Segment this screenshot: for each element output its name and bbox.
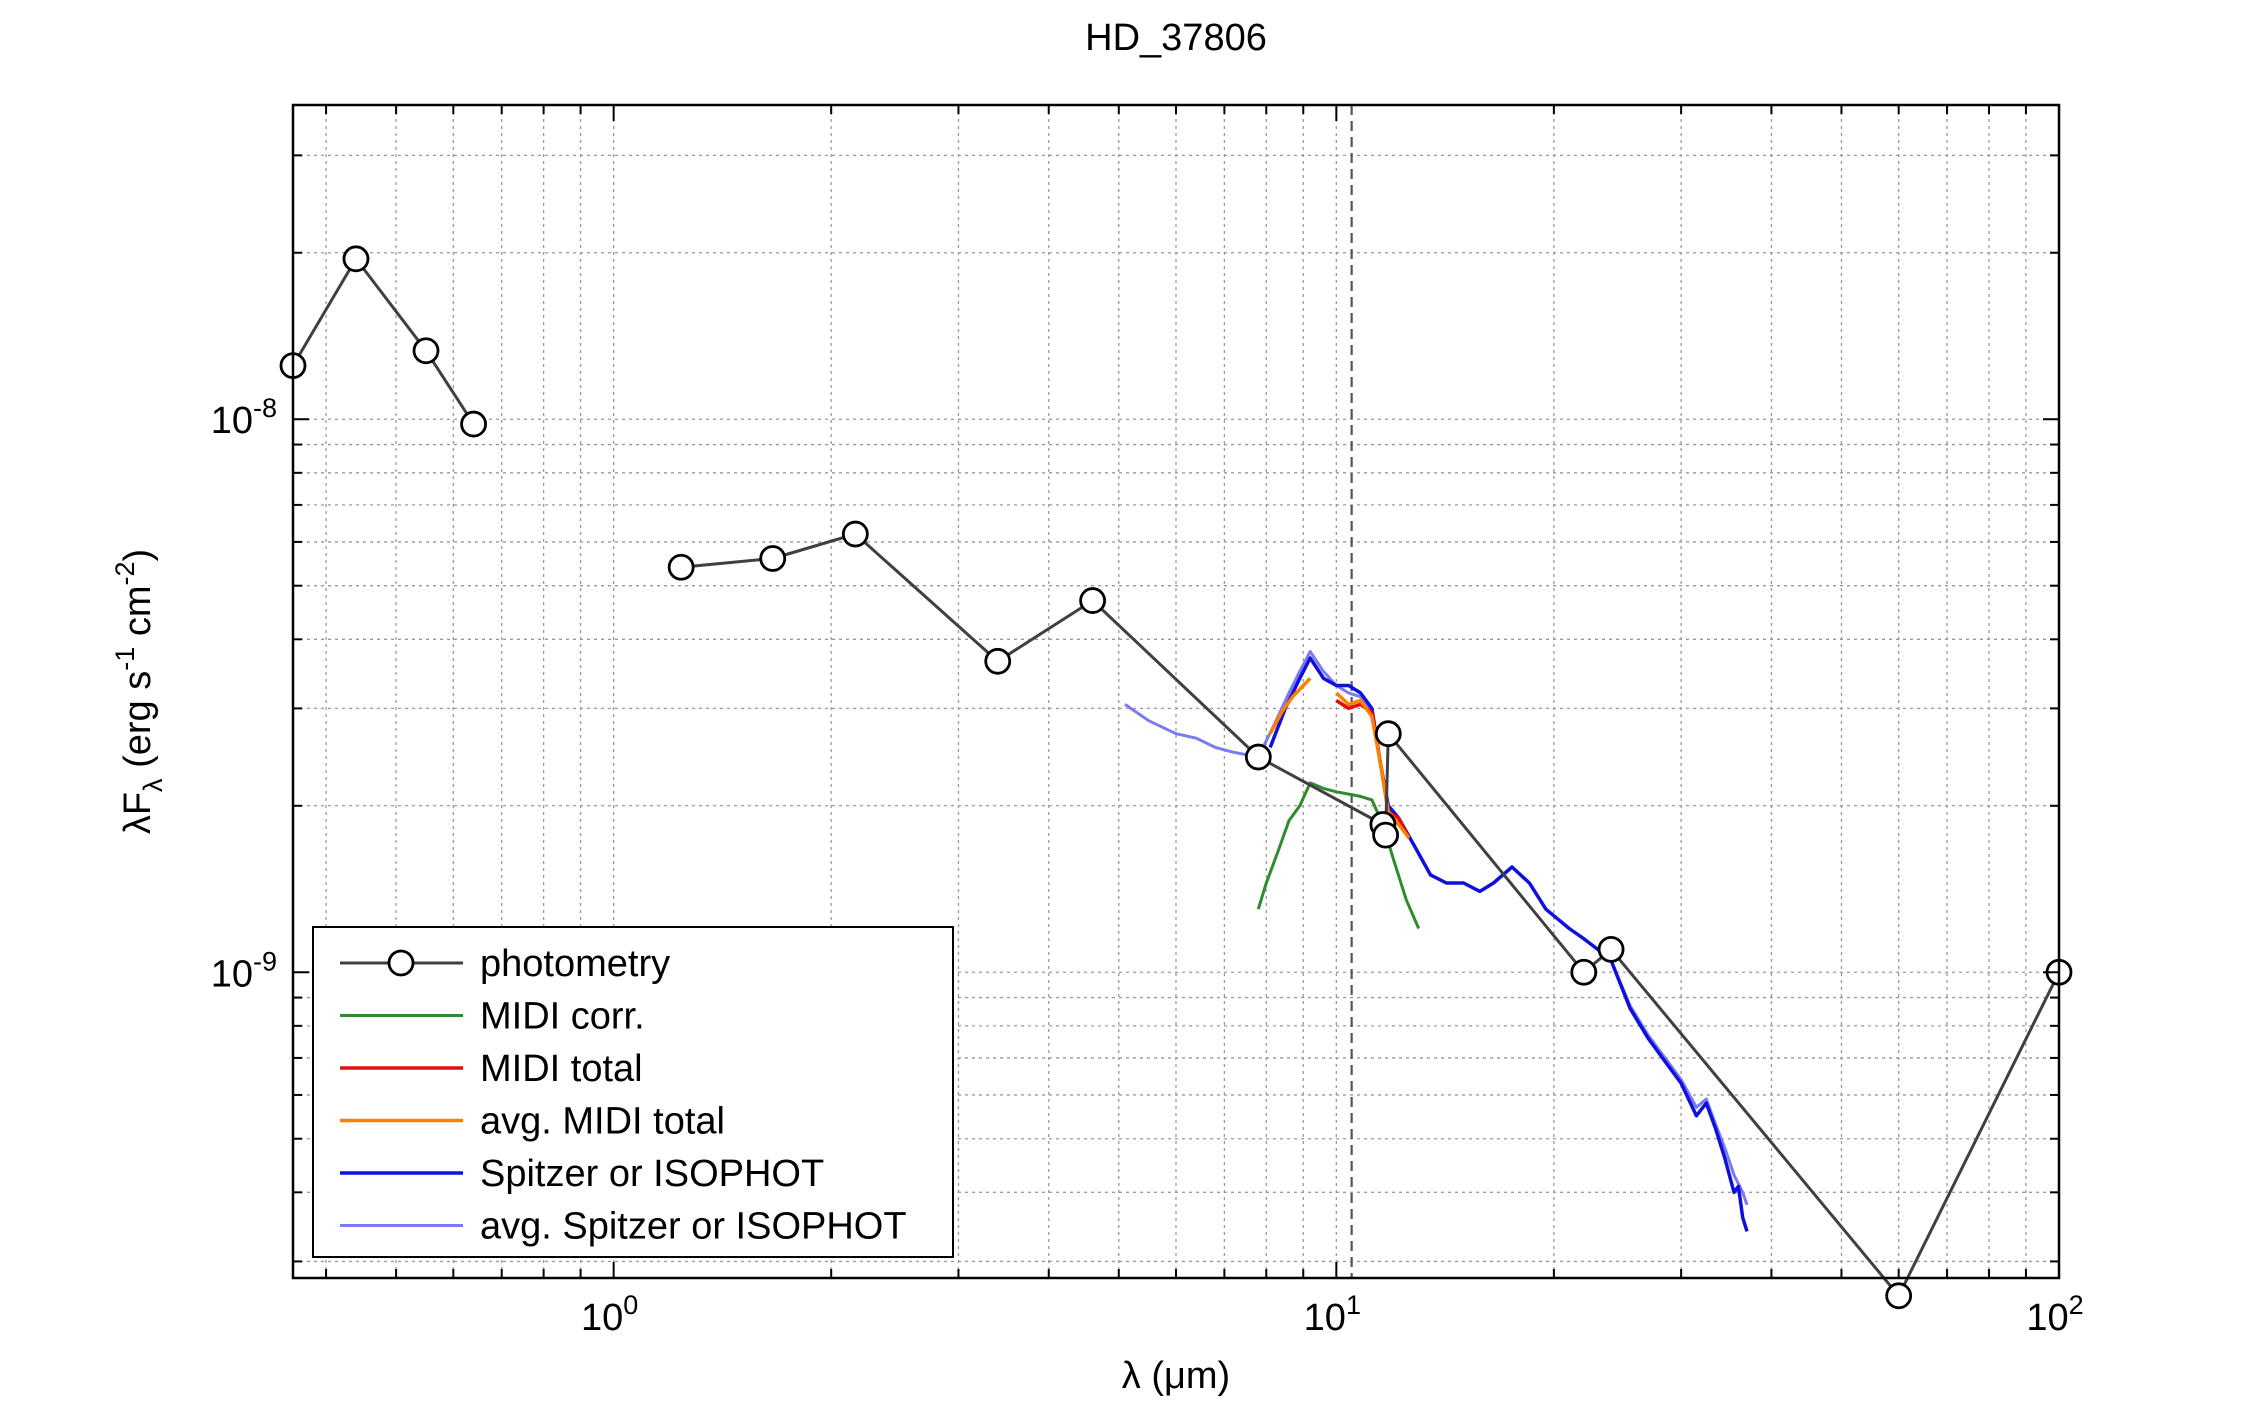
legend-label: MIDI corr.	[480, 996, 645, 1038]
legend-label: Spitzer or ISOPHOT	[480, 1153, 824, 1195]
photometry-point	[1374, 720, 1402, 748]
series-line-photometry	[291, 257, 475, 425]
photometry-point	[460, 410, 487, 438]
labels: 100 101 102 10-9 10-8 HD_37806 λ (μm) λFλ (erg …	[110, 17, 2084, 1397]
photometry-point	[1244, 743, 1272, 771]
photometry-point	[841, 520, 869, 548]
legend-box	[312, 926, 954, 1258]
photometry-point	[412, 337, 440, 365]
photometry-point	[1597, 935, 1625, 963]
y-axis-label: λFλ (erg s-1 cm-2)	[110, 549, 168, 834]
series-line-avg-midi-total	[1335, 691, 1411, 839]
series-line-spitzer-or-isophot	[1268, 656, 1749, 1232]
photometry-point	[667, 553, 695, 581]
y-tick-label: 10-8	[211, 393, 277, 442]
y-tick-label: 10-9	[211, 946, 277, 995]
x-tick-label: 102	[2026, 1290, 2083, 1339]
photometry-point	[1372, 821, 1400, 849]
data-series	[279, 245, 2073, 1310]
axes	[291, 103, 2061, 1280]
legend-label: photometry	[480, 943, 670, 985]
photometry-point	[1079, 587, 1107, 614]
photometry-point	[1885, 1282, 1913, 1310]
legend-label: avg. Spitzer or ISOPHOT	[480, 1206, 907, 1248]
legend-marker	[387, 949, 415, 977]
x-tick-label: 100	[581, 1290, 638, 1339]
chart-title: HD_37806	[1085, 17, 1267, 59]
legend-label: avg. MIDI total	[480, 1101, 725, 1143]
photometry-point	[342, 245, 370, 273]
photometry-point	[1570, 958, 1598, 986]
photometry-point	[984, 647, 1012, 675]
legend: photometry MIDI corr. MIDI total avg. MIDI …	[312, 926, 954, 1258]
x-tick-label: 101	[1304, 1290, 1361, 1339]
legend-label: MIDI total	[480, 1048, 643, 1090]
series-line-avg-midi-total	[1268, 677, 1312, 735]
x-axis-label: λ (μm)	[1122, 1355, 1230, 1397]
photometry-point	[759, 545, 787, 572]
